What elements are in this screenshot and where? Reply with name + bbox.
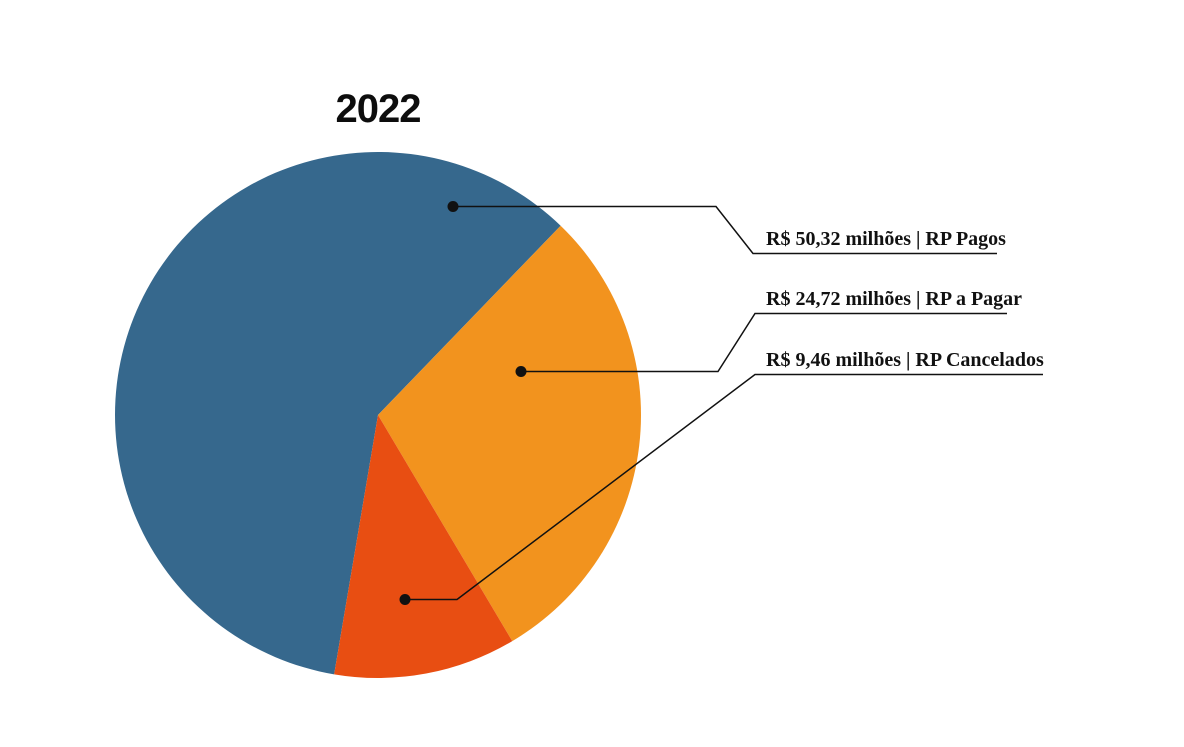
callout-leader-lines [399, 201, 1043, 605]
callout-label-rp-pagos: R$ 50,32 milhões | RP Pagos [766, 228, 1006, 250]
callout-label-rp-cancelados: R$ 9,46 milhões | RP Cancelados [766, 349, 1044, 371]
leader-line-rp-cancelados [405, 373, 1043, 601]
chart-title: 2022 [335, 87, 422, 131]
pie-slice-rp-pagos [115, 152, 561, 675]
anchor-dot-rp-cancelados [399, 594, 411, 605]
pie-slice-rp-a-pagar [378, 225, 641, 642]
leader-line-rp-pagos [453, 205, 997, 255]
callout-label-rp-a-pagar: R$ 24,72 milhões | RP a Pagar [766, 288, 1023, 310]
leader-line-rp-a-pagar [521, 312, 1007, 373]
anchor-dot-rp-a-pagar [515, 366, 527, 377]
anchor-dot-rp-pagos [447, 201, 459, 212]
pie-slices [115, 152, 641, 679]
pie-slice-rp-cancelados [334, 415, 513, 679]
